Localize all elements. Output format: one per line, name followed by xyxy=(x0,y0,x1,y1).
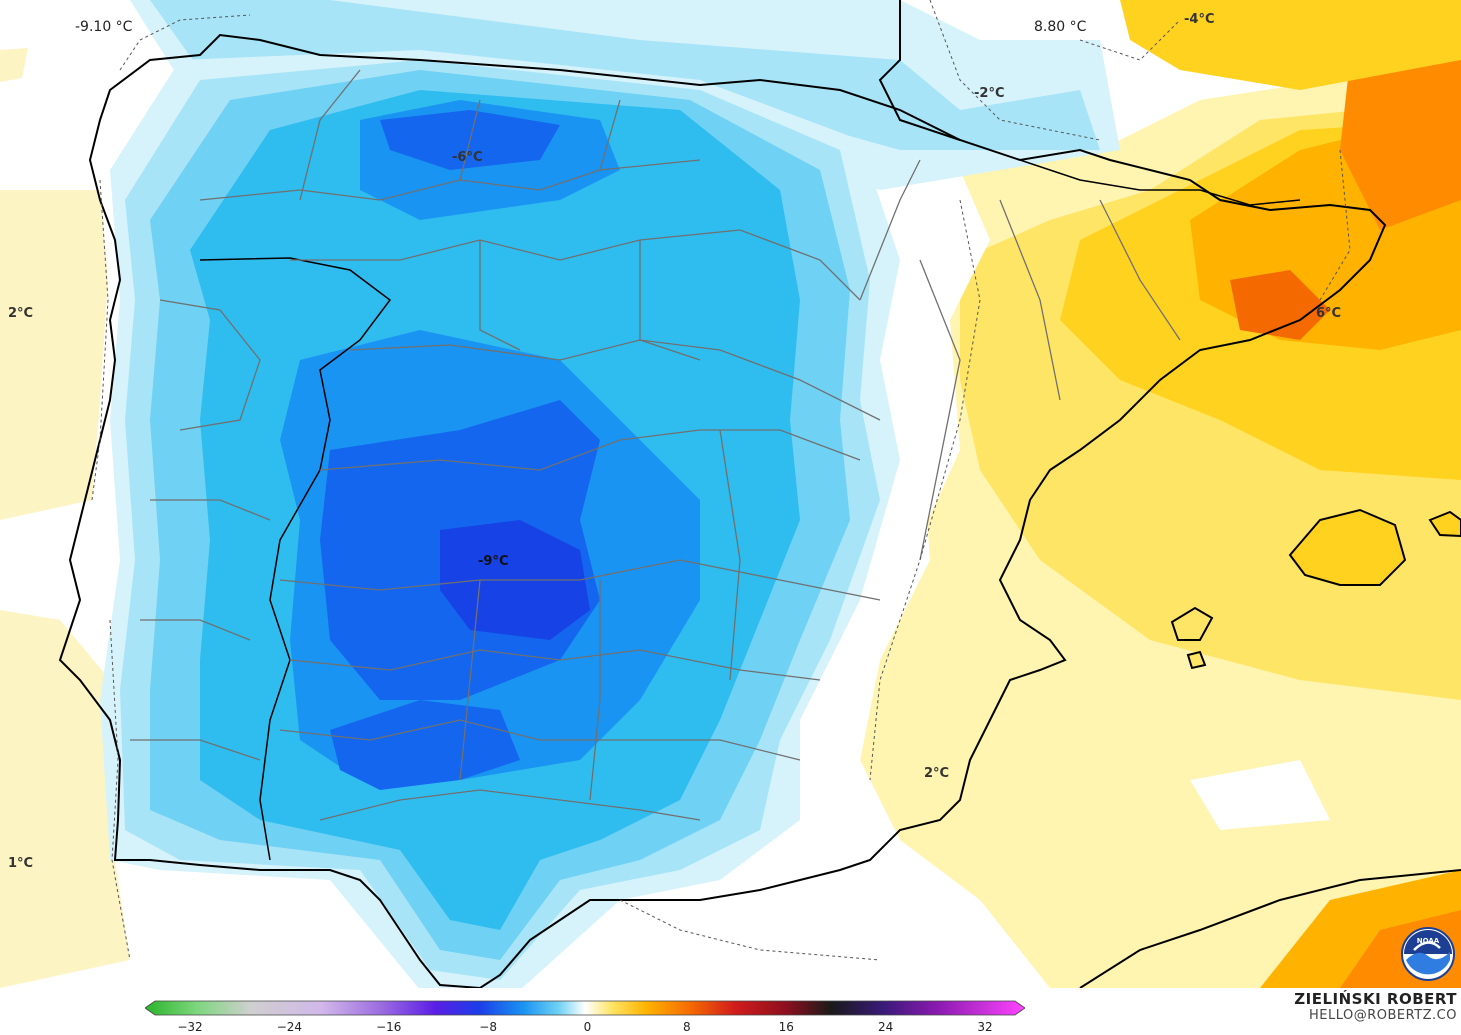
atlantic-warm-zone-nw xyxy=(0,48,28,82)
iberia-coastline xyxy=(58,33,1387,988)
temp-label-southwest: 1°C xyxy=(8,856,34,871)
temp-label-france: -4°C xyxy=(1184,12,1215,27)
temp-label-catalonia: 6°C xyxy=(1316,306,1342,321)
colorbar xyxy=(145,1000,1025,1016)
ibiza xyxy=(1170,606,1214,641)
map-canvas xyxy=(0,0,1461,988)
temperature-map: 2°C 1°C -6°C -9°C -2°C -4°C 6°C 2°C NOAA xyxy=(0,0,1461,988)
france-coastline xyxy=(878,0,961,141)
regional-borders xyxy=(130,69,1181,821)
colorbar-tick-label: 16 xyxy=(778,1020,794,1034)
colorbar-tick-label: −24 xyxy=(276,1020,303,1034)
temp-label-pyrenees: -2°C xyxy=(974,86,1005,101)
legend-min-value: -9.10 °C xyxy=(75,19,133,35)
credits: ZIELIŃSKI ROBERT HELLO@ROBERTZ.CO xyxy=(1294,990,1457,1023)
author-email: HELLO@ROBERTZ.CO xyxy=(1308,1008,1457,1023)
colorbar-tick-label: −32 xyxy=(177,1020,203,1034)
colorbar-tick-label: −8 xyxy=(479,1020,497,1034)
colorbar-tick-label: 8 xyxy=(683,1020,691,1034)
warm-zone-top xyxy=(1120,0,1461,90)
atlantic-warm-zone xyxy=(0,190,108,520)
temp-label-murcia: 2°C xyxy=(924,766,950,781)
author-name: ZIELIŃSKI ROBERT xyxy=(1294,990,1457,1008)
mallorca xyxy=(1288,508,1407,586)
svg-text:NOAA: NOAA xyxy=(1417,937,1440,945)
isotherm-contours xyxy=(91,0,1351,961)
menorca xyxy=(1428,510,1461,538)
sea-white-south xyxy=(1190,760,1330,830)
pyrenees-border xyxy=(1019,159,1301,206)
colorbar-tick-label: 32 xyxy=(977,1020,993,1034)
colorbar-tick-label: 0 xyxy=(583,1020,592,1034)
colorbar-tick-label: 24 xyxy=(877,1020,894,1034)
temp-label-north: -6°C xyxy=(452,150,483,165)
legend-max-value: 8.80 °C xyxy=(1034,19,1087,35)
temp-label-west: 2°C xyxy=(8,306,34,321)
colorbar-tick-label: −16 xyxy=(376,1020,402,1034)
north-africa-coast xyxy=(1079,869,1461,988)
formentera xyxy=(1186,650,1207,670)
warm-zone-6 xyxy=(1230,270,1330,340)
temp-label-center: -9°C xyxy=(478,554,509,569)
noaa-logo-icon: NOAA xyxy=(1401,927,1455,981)
portugal-border xyxy=(199,257,392,861)
